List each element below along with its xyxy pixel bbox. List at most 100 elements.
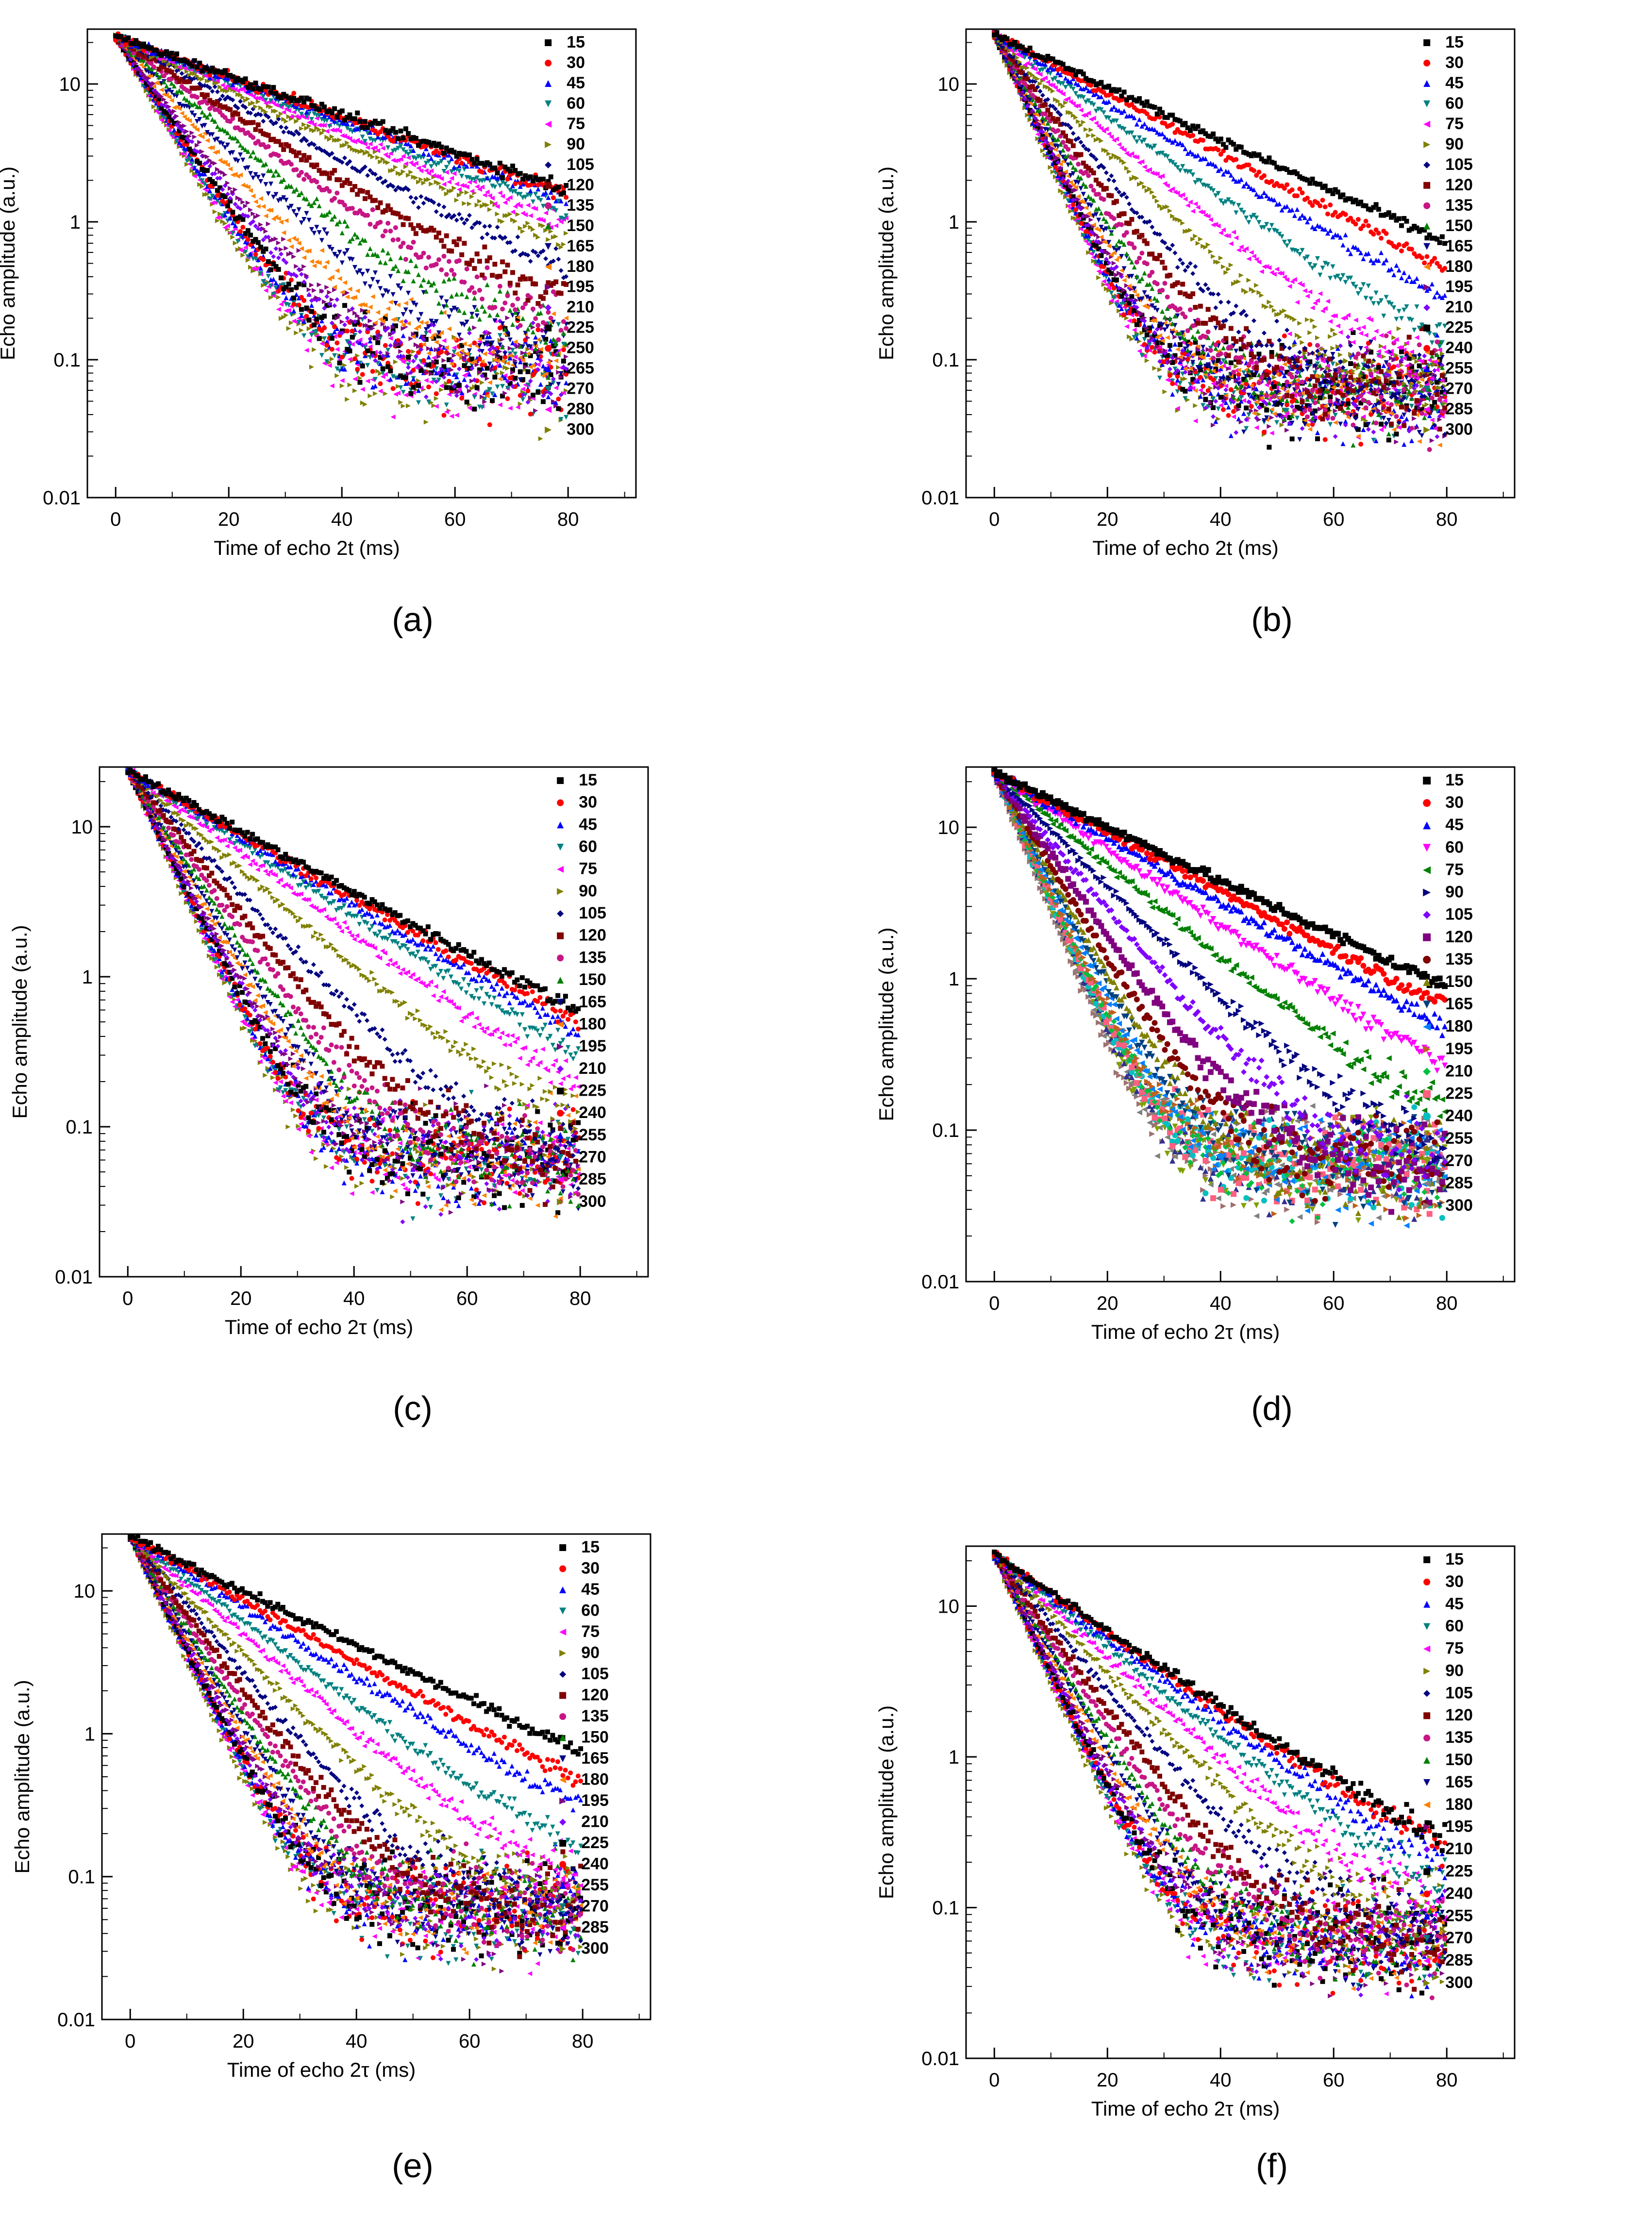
data-point xyxy=(517,323,523,328)
data-point xyxy=(174,64,180,69)
data-point xyxy=(304,314,309,319)
series-165 xyxy=(113,35,569,388)
data-point xyxy=(367,304,373,310)
data-point xyxy=(271,100,276,106)
data-point xyxy=(268,104,274,110)
data-point xyxy=(538,176,543,182)
data-point xyxy=(551,376,556,382)
data-point xyxy=(444,302,449,308)
data-point xyxy=(1198,367,1203,372)
data-point xyxy=(200,77,205,82)
data-point xyxy=(451,165,457,170)
data-point xyxy=(396,384,401,389)
data-point xyxy=(441,310,447,315)
data-point xyxy=(403,319,408,324)
data-point xyxy=(1335,346,1340,351)
data-point xyxy=(406,365,411,370)
data-point xyxy=(169,81,174,86)
data-point xyxy=(411,239,416,245)
data-point xyxy=(1295,404,1300,410)
data-point xyxy=(444,371,449,376)
data-point xyxy=(151,48,156,53)
data-point xyxy=(556,184,561,190)
data-point xyxy=(253,223,258,229)
data-point xyxy=(556,406,561,411)
data-point xyxy=(1300,426,1305,431)
data-point xyxy=(487,361,492,367)
data-point xyxy=(154,48,159,53)
data-point xyxy=(301,255,307,260)
data-point xyxy=(375,205,381,210)
data-point xyxy=(230,112,235,117)
data-point xyxy=(192,134,197,140)
data-point xyxy=(444,169,449,175)
data-point xyxy=(357,268,363,273)
data-point xyxy=(513,310,518,315)
x-tick-label: 80 xyxy=(557,509,579,530)
data-point xyxy=(360,149,365,154)
data-point xyxy=(398,385,403,390)
data-point xyxy=(312,231,317,236)
data-point xyxy=(278,301,284,307)
data-point xyxy=(429,346,434,351)
data-point xyxy=(1205,351,1211,357)
data-point xyxy=(138,51,144,56)
data-point xyxy=(228,107,233,112)
data-point xyxy=(276,114,281,119)
legend-label: 15 xyxy=(567,33,585,51)
data-point xyxy=(396,170,401,176)
data-point xyxy=(390,292,396,297)
data-point xyxy=(154,90,159,96)
data-point xyxy=(179,127,184,132)
data-point xyxy=(314,162,319,167)
legend-label: 75 xyxy=(567,115,585,133)
data-point xyxy=(390,210,396,216)
data-point xyxy=(1172,367,1178,372)
data-point xyxy=(515,234,520,240)
data-point xyxy=(538,222,543,228)
data-point xyxy=(462,280,467,285)
data-point xyxy=(477,369,482,375)
data-point xyxy=(390,139,396,144)
data-point xyxy=(535,253,541,258)
data-point xyxy=(390,330,396,335)
data-point xyxy=(456,308,462,313)
data-point xyxy=(319,288,324,294)
data-point xyxy=(253,252,258,257)
data-point xyxy=(454,374,459,380)
data-point xyxy=(327,301,332,307)
data-point xyxy=(233,110,238,116)
data-point xyxy=(418,225,424,231)
data-point xyxy=(291,302,297,307)
data-point xyxy=(411,349,416,354)
data-point xyxy=(317,122,322,128)
data-point xyxy=(558,392,564,398)
data-point xyxy=(530,306,535,312)
data-point xyxy=(250,211,256,217)
data-point xyxy=(523,362,528,367)
data-point xyxy=(490,367,495,372)
data-point xyxy=(1325,407,1330,412)
data-point xyxy=(1244,382,1249,387)
data-point xyxy=(261,283,266,288)
data-point xyxy=(1142,327,1147,333)
x-tick-label: 60 xyxy=(444,509,466,530)
data-point xyxy=(474,184,480,189)
data-point xyxy=(385,348,391,353)
data-point xyxy=(543,210,549,216)
data-point xyxy=(490,350,495,355)
data-point xyxy=(1175,374,1180,379)
data-point xyxy=(334,326,340,331)
data-point xyxy=(200,109,205,115)
data-point xyxy=(233,240,238,246)
data-point xyxy=(322,123,327,128)
data-point xyxy=(156,67,162,72)
data-point xyxy=(528,192,533,198)
data-point xyxy=(551,319,556,325)
data-point xyxy=(1167,343,1172,348)
data-point xyxy=(1406,356,1412,361)
data-point xyxy=(1132,308,1137,313)
data-point xyxy=(548,338,553,343)
data-point xyxy=(484,366,490,371)
data-point xyxy=(118,33,123,39)
